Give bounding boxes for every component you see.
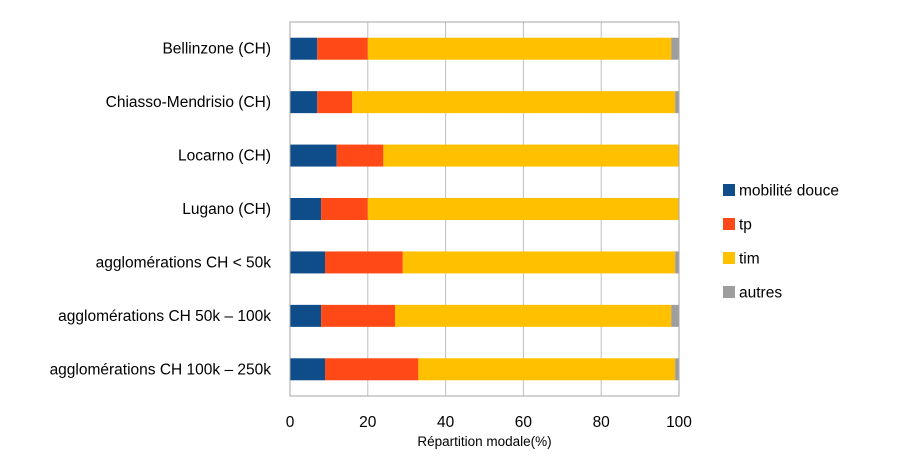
x-tick-label: 20 xyxy=(359,414,377,431)
legend-label: tim xyxy=(739,251,760,268)
x-tick-label: 80 xyxy=(593,414,611,431)
category-label: agglomérations CH < 50k xyxy=(96,254,272,271)
category-label: Bellinzone (CH) xyxy=(162,41,271,58)
legend-label: tp xyxy=(739,217,752,234)
bar-segment-tp xyxy=(321,198,368,220)
bar-segment-mobilité-douce xyxy=(290,91,318,114)
category-labels: Bellinzone (CH) Chiasso-Mendrisio (CH) Loc… xyxy=(50,41,272,379)
bar-segment-tim xyxy=(383,144,679,167)
x-tick-labels: 0 20 40 60 80 100 xyxy=(286,414,693,431)
bar-segment-tim xyxy=(402,251,676,274)
bar-segment-autres xyxy=(671,37,679,60)
bar-segment-mobilité-douce xyxy=(290,198,322,220)
bar-segment-tim xyxy=(352,91,676,114)
bar-segment-mobilité-douce xyxy=(290,304,322,327)
bar-segment-tp xyxy=(336,144,384,167)
category-label: agglomérations CH 100k – 250k xyxy=(50,361,272,378)
bar-segment-mobilité-douce xyxy=(290,144,337,167)
bar-segment-mobilité-douce xyxy=(290,251,326,274)
legend-swatch-tp xyxy=(723,218,735,230)
bar-segment-autres xyxy=(675,91,679,114)
legend-swatch-autres xyxy=(723,286,735,298)
bar-segment-autres xyxy=(675,358,679,381)
x-axis-title: Répartition modale(%) xyxy=(417,434,551,449)
x-tick-label: 40 xyxy=(437,414,455,431)
bar-segment-tp xyxy=(321,304,396,327)
category-label: agglomérations CH 50k – 100k xyxy=(58,308,271,325)
bar-segment-tp xyxy=(317,91,353,114)
bar-segment-tp xyxy=(325,358,419,381)
bar-segment-tp xyxy=(317,37,368,60)
legend-swatch-tim xyxy=(723,252,735,264)
bar-segment-autres xyxy=(671,304,679,327)
bars xyxy=(290,37,679,381)
bar-segment-tim xyxy=(367,198,679,220)
bar-segment-tp xyxy=(325,251,403,274)
bar-segment-tim xyxy=(418,358,676,381)
bar-segment-mobilité-douce xyxy=(290,37,318,60)
x-tick-label: 60 xyxy=(515,414,533,431)
x-tick-label: 100 xyxy=(666,414,692,431)
category-label: Chiasso-Mendrisio (CH) xyxy=(106,94,271,111)
bar-segment-tim xyxy=(367,37,672,60)
legend-label: autres xyxy=(739,285,782,302)
bar-segment-autres xyxy=(675,251,679,274)
legend-swatch-mobilité-douce xyxy=(723,184,735,196)
plot-area-frame xyxy=(289,21,680,397)
legend-label: mobilité douce xyxy=(739,183,839,200)
legend: mobilité douce tp tim autres xyxy=(723,183,839,302)
category-label: Lugano (CH) xyxy=(182,201,271,218)
x-tick-label: 0 xyxy=(286,414,295,431)
category-label: Locarno (CH) xyxy=(178,148,271,165)
bar-segment-mobilité-douce xyxy=(290,358,326,381)
bar-segment-tim xyxy=(395,304,672,327)
